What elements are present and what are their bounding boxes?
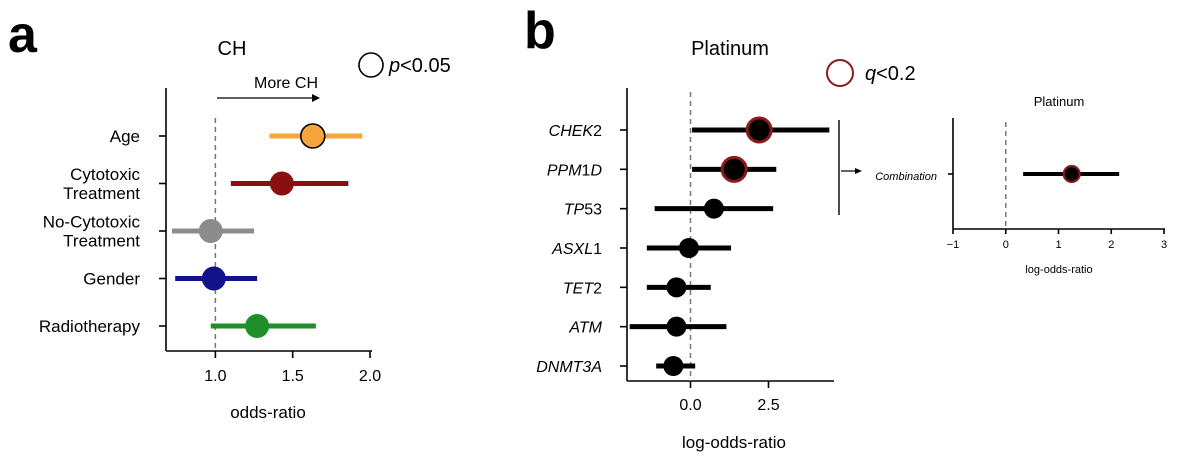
inset-plot: −1 0 1 2 3 log-odds-ratio Combination (875, 118, 1167, 276)
point-estimate (663, 356, 684, 376)
point-estimate (666, 316, 687, 337)
point-estimate (299, 123, 326, 149)
legend-a-label: p<0.05 (388, 55, 451, 77)
more-ch-annotation: More CH (254, 75, 318, 92)
y-tick-label: Gender (83, 270, 140, 289)
point-estimate (269, 171, 294, 196)
more-ch-arrow-head (312, 94, 320, 102)
x-tick-label: 1 (1055, 239, 1061, 251)
point-estimate (666, 277, 687, 298)
y-tick-label: Treatment (63, 184, 140, 203)
inset-title: Platinum (1034, 94, 1085, 109)
point-estimate (245, 314, 270, 338)
x-tick-label: 0.0 (679, 397, 701, 414)
y-tick-label: Age (110, 127, 140, 146)
y-tick-label: ASXL1 (551, 241, 602, 258)
y-tick-label: No-Cytotoxic (43, 213, 141, 232)
y-tick-label: DNMT3A (536, 359, 602, 376)
x-tick-label: 2.5 (757, 397, 779, 414)
point-estimate (201, 266, 226, 291)
point-estimate (1062, 164, 1081, 184)
point-estimate (678, 238, 699, 258)
panel-a-plot: 1.0 1.5 2.0odds-ratioAgeCytotoxicTreatment… (39, 88, 381, 422)
panel-a-title: CH (218, 38, 247, 60)
legend-b-marker (826, 59, 854, 87)
y-tick-label: TET2 (563, 280, 602, 297)
panel-a-letter: a (8, 6, 38, 64)
point-estimate (198, 219, 223, 243)
y-tick-label: Treatment (63, 232, 140, 251)
x-axis-label: log-odds-ratio (1025, 264, 1092, 276)
x-axis-label: odds-ratio (230, 403, 306, 422)
y-tick-label: ATM (568, 320, 602, 337)
x-tick-label: 2 (1108, 239, 1114, 251)
point-estimate (720, 155, 748, 183)
x-tick-label: 2.0 (359, 368, 381, 385)
x-tick-label: −1 (947, 239, 960, 251)
legend-a-marker (358, 52, 384, 78)
y-tick-label: Radiotherapy (39, 317, 141, 336)
panel-b-plot: 0.0 2.5 log-odds-ratio CHEK2 PPM1D TP53 ASXL1 T… (536, 88, 834, 452)
y-tick-label: TP53 (564, 202, 602, 219)
combination-arrow-head (855, 168, 862, 174)
y-tick-label: Cytotoxic (70, 165, 140, 184)
point-estimate (745, 116, 773, 144)
x-axis-label: log-odds-ratio (682, 433, 786, 452)
y-tick-label: CHEK2 (549, 123, 602, 140)
x-tick-label: 0 (1003, 239, 1009, 251)
legend-b-label: q<0.2 (865, 63, 916, 85)
x-tick-label: 3 (1161, 239, 1167, 251)
x-tick-label: 1.0 (204, 368, 226, 385)
y-tick-label: Combination (875, 171, 937, 183)
y-tick-label: PPM1D (547, 162, 603, 179)
panel-b-letter: b (524, 2, 556, 60)
panel-b-title: Platinum (691, 38, 769, 60)
x-tick-label: 1.5 (282, 368, 304, 385)
point-estimate (703, 198, 724, 219)
